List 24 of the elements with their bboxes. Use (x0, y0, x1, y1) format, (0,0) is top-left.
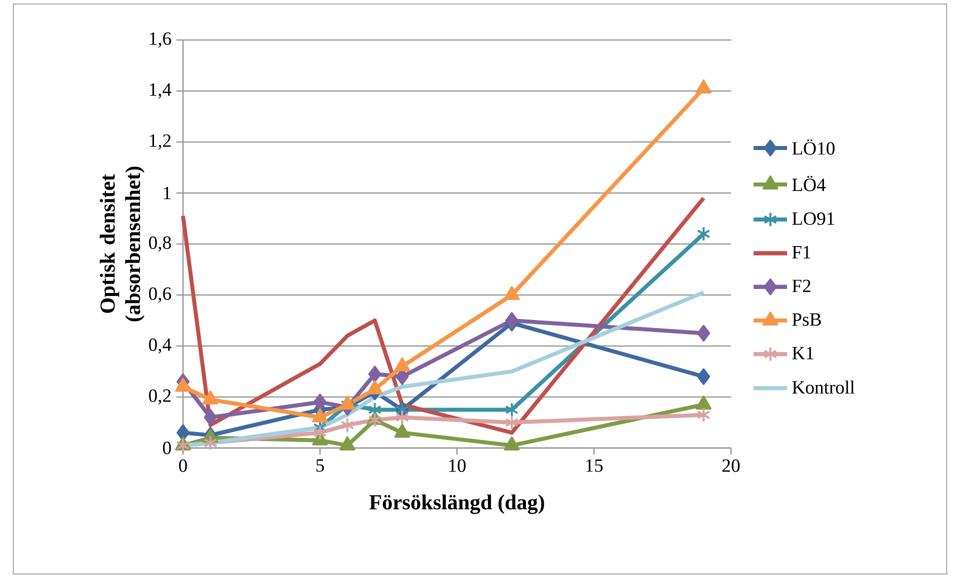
y-tick-label: 1 (164, 186, 171, 200)
legend-label: K1 (792, 346, 814, 360)
y-tick-label: 1,6 (150, 32, 172, 48)
legend-label: LO91 (792, 212, 834, 225)
x-tick-label: 20 (722, 459, 740, 472)
y-tick-label: 0,2 (149, 389, 171, 405)
x-axis-title: Försökslängd (dag) (369, 494, 544, 514)
y-axis-title: Optisk densitet (absorbensenhet) (100, 166, 144, 322)
y-tick-label: 0 (163, 442, 171, 454)
y-tick-label: 1,2 (150, 134, 171, 150)
legend-label: LÖ10 (792, 139, 835, 155)
y-tick-label: 1,4 (150, 83, 172, 99)
x-tick-label: 10 (449, 459, 466, 472)
x-tick-label: 0 (179, 459, 187, 472)
legend-label: F2 (792, 280, 810, 292)
legend-label: F1 (792, 246, 810, 258)
y-tick-label: 0,4 (149, 338, 172, 354)
legend-label: PsB (792, 313, 821, 326)
y-tick-label: 0,8 (149, 236, 171, 252)
y-tick-label: 0,6 (149, 287, 172, 303)
legend-label: LÖ4 (792, 176, 826, 192)
x-tick-label: 5 (316, 459, 324, 472)
legend-label: Kontroll (792, 380, 855, 394)
x-tick-label: 15 (586, 459, 603, 472)
